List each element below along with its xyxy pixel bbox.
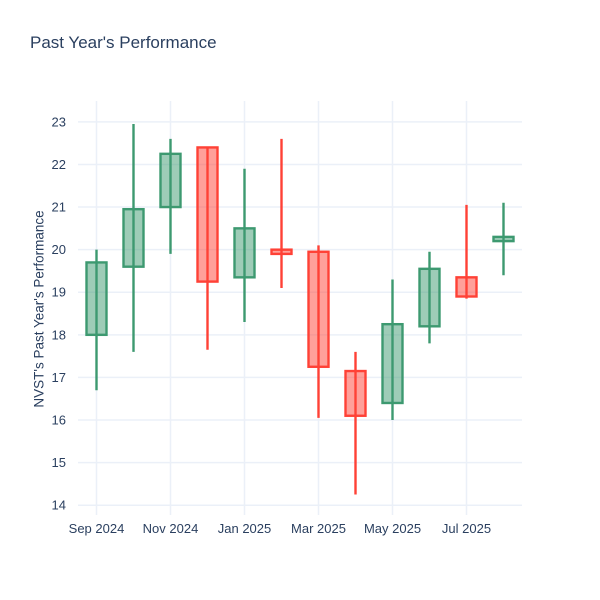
y-tick-label: 18 (52, 327, 66, 342)
x-tick-label: Jan 2025 (218, 521, 272, 536)
candle-dec-2024[interactable] (196, 146, 219, 350)
candle-body (233, 227, 256, 279)
y-tick-label: 20 (52, 242, 66, 257)
candle-body (455, 276, 478, 298)
candle-body (270, 248, 293, 256)
y-axis-title: NVST's Past Year's Performance (31, 210, 47, 408)
candle-feb-2025[interactable] (270, 138, 293, 288)
candle-mar-2025[interactable] (307, 245, 330, 418)
x-tick-label: Nov 2024 (143, 521, 199, 536)
candle-apr-2025[interactable] (344, 351, 367, 495)
y-tick-label: 17 (52, 370, 66, 385)
y-tick-label: 19 (52, 285, 66, 300)
candle-body (122, 207, 145, 268)
candle-body (85, 261, 108, 337)
candle-sep-2024[interactable] (85, 249, 108, 391)
candle-may-2025[interactable] (381, 279, 404, 421)
x-tick-label: Mar 2025 (291, 521, 346, 536)
y-tick-label: 22 (52, 157, 66, 172)
candle-body (492, 235, 515, 243)
x-tick-label: Sep 2024 (69, 521, 125, 536)
y-tick-label: 21 (52, 200, 66, 215)
y-tick-label: 16 (52, 413, 66, 428)
candle-body (196, 146, 219, 283)
candle-jun-2025[interactable] (418, 251, 441, 344)
y-tick-label: 23 (52, 114, 66, 129)
candle-body (307, 250, 330, 368)
chart-title: Past Year's Performance (30, 33, 217, 52)
candle-body (159, 152, 182, 209)
candle-body (381, 322, 404, 405)
x-tick-label: May 2025 (364, 521, 421, 536)
candle-jan-2025[interactable] (233, 168, 256, 323)
candle-jul-2025[interactable] (455, 204, 478, 299)
candle-nov-2024[interactable] (159, 138, 182, 254)
x-tick-label: Jul 2025 (442, 521, 491, 536)
candle-aug-2025[interactable] (492, 202, 515, 276)
candle-oct-2024[interactable] (122, 124, 145, 352)
y-tick-label: 14 (52, 498, 66, 513)
candle-body (418, 267, 441, 328)
candle-body (344, 369, 367, 417)
y-tick-label: 15 (52, 455, 66, 470)
